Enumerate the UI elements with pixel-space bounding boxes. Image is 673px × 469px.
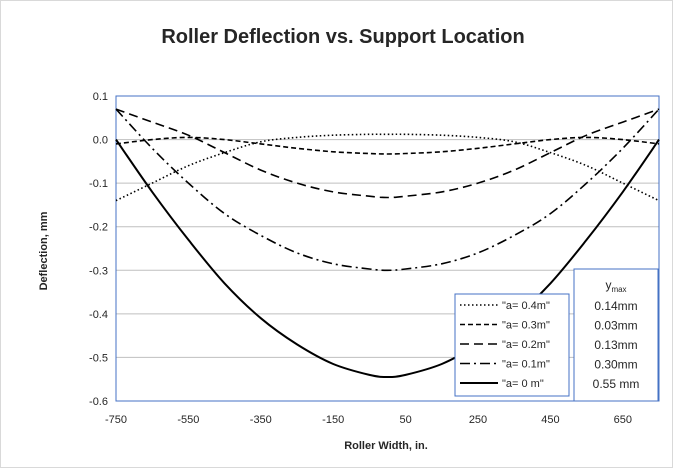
x-tick-label: -150 [322, 414, 344, 426]
y-axis-label: Deflection, mm [38, 211, 50, 290]
legend-box [454, 293, 570, 397]
y-tick-label: -0.1 [89, 178, 108, 190]
x-tick-label: 650 [614, 414, 632, 426]
x-tick-label: 50 [399, 414, 411, 426]
series-line-4 [115, 108, 660, 272]
plot-area-border [115, 95, 660, 402]
y-tick-label: 0.0 [93, 135, 108, 147]
legend: "a= 0.4m" "a= 0.3m" "a= 0.2m" "a= 0.1m" "a= … [454, 293, 570, 397]
ymax-value: 0.30mm [594, 358, 637, 372]
x-tick-label: -350 [250, 414, 272, 426]
x-tick-label: -750 [105, 414, 127, 426]
legend-label: "a= 0 m" [502, 378, 544, 390]
legend-label: "a= 0.1m" [502, 359, 550, 371]
x-tick-label: 250 [469, 414, 487, 426]
ymax-value: 0.55 mm [593, 377, 640, 391]
ymax-box-border [573, 268, 659, 402]
y-tick-label: -0.2 [89, 222, 108, 234]
series-line-2 [115, 136, 660, 155]
series-line-3 [115, 108, 660, 199]
x-axis-label: Roller Width, in. [344, 440, 428, 452]
legend-label: "a= 0.3m" [502, 320, 550, 332]
legend-label: "a= 0.2m" [502, 339, 550, 351]
y-tick-label: -0.4 [89, 309, 108, 321]
y-tick-label: -0.6 [89, 396, 108, 408]
series-line-5 [115, 139, 660, 378]
ymax-value: 0.14mm [594, 299, 637, 313]
x-tick-labels: -750 -550 -350 -150 50 250 450 650 [105, 414, 632, 426]
ymax-value: 0.03mm [594, 319, 637, 333]
y-tick-label: -0.5 [89, 352, 108, 364]
x-tick-label: 450 [541, 414, 559, 426]
y-tick-label: 0.1 [93, 91, 108, 103]
y-tick-label: -0.3 [89, 265, 108, 277]
chart-title: Roller Deflection vs. Support Location [161, 26, 524, 48]
y-tick-labels: 0.1 0.0 -0.1 -0.2 -0.3 -0.4 -0.5 -0.6 [89, 91, 108, 408]
series-layer [115, 108, 660, 378]
ymax-value: 0.13mm [594, 338, 637, 352]
x-tick-label: -550 [177, 414, 199, 426]
legend-label: "a= 0.4m" [502, 300, 550, 312]
